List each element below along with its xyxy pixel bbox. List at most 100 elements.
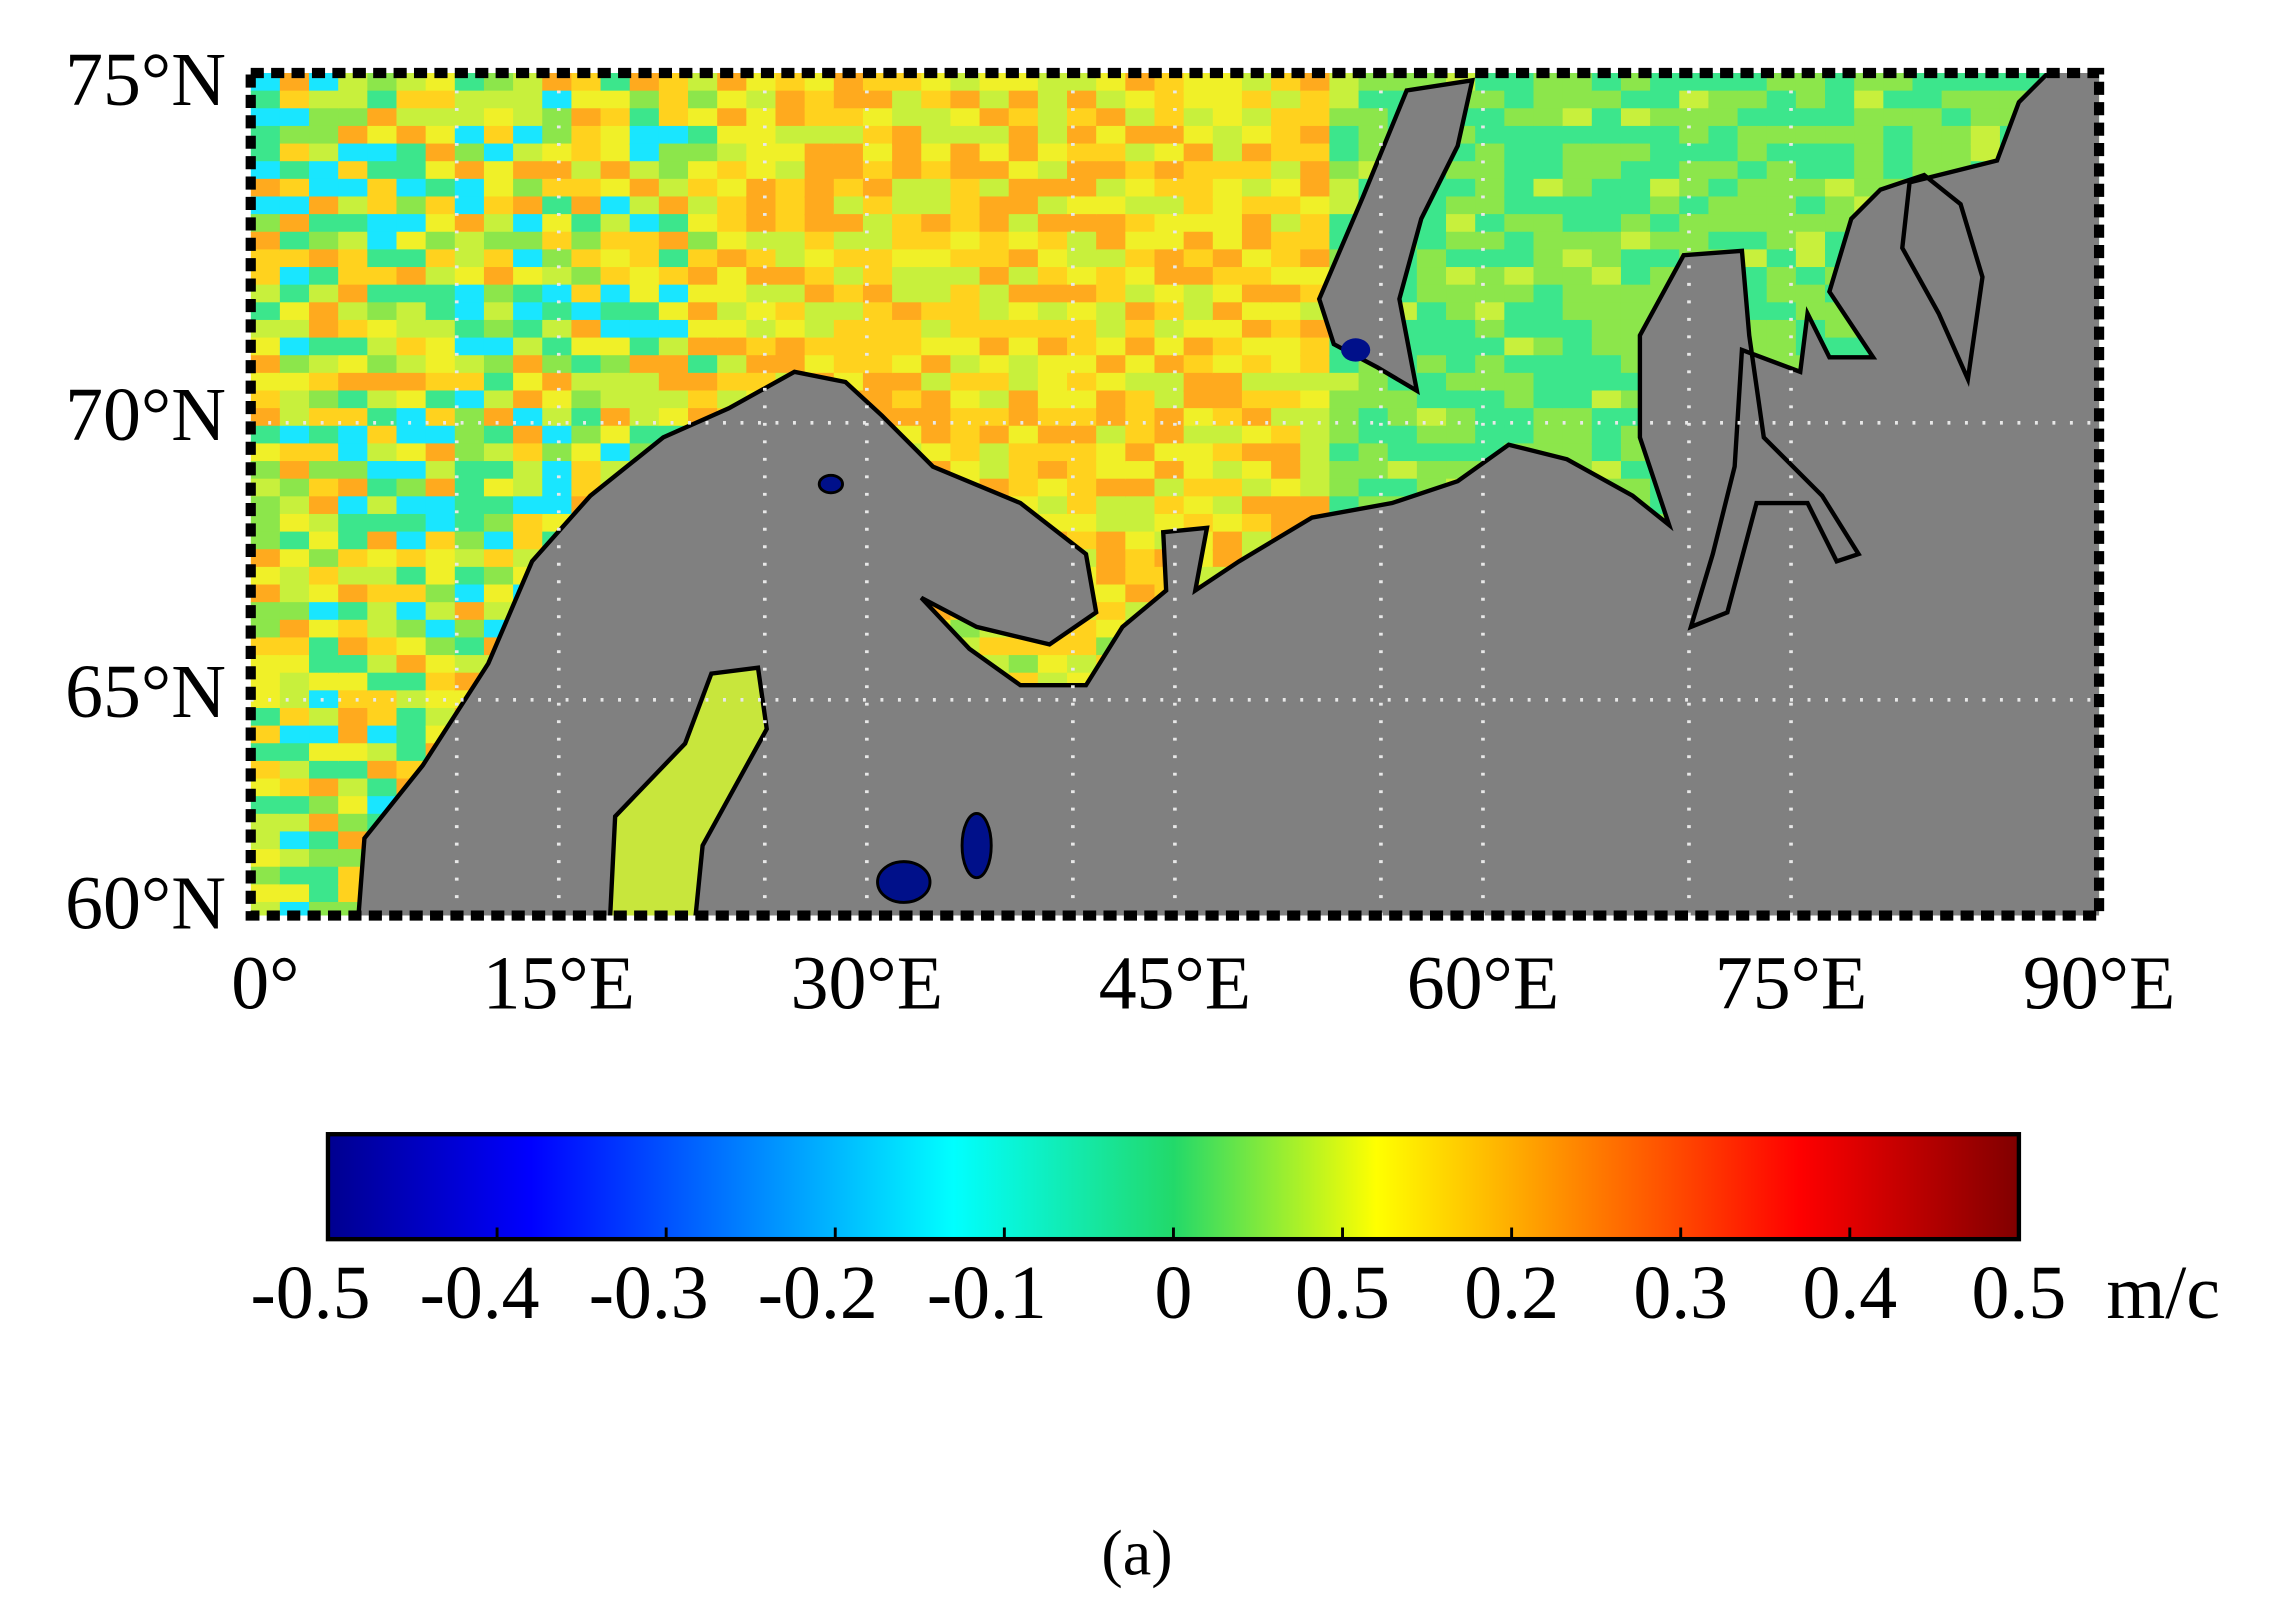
ocean-cell (1825, 143, 1856, 163)
ocean-cell (338, 319, 369, 339)
ocean-cell (1067, 143, 1098, 163)
ocean-cell (717, 355, 748, 375)
ocean-cell (746, 231, 777, 251)
ocean-cell (367, 231, 398, 251)
ocean-cell (1533, 143, 1565, 163)
ocean-cell (1475, 355, 1506, 375)
ocean-cell (746, 284, 777, 304)
ocean-cell (338, 284, 369, 304)
ocean-cell (775, 178, 807, 198)
ocean-cell (542, 214, 573, 234)
ocean-cell (600, 337, 632, 357)
ocean-cell (862, 337, 894, 357)
ocean-cell (1271, 178, 1302, 198)
ocean-cell (454, 231, 486, 251)
ocean-cell (483, 161, 515, 181)
ocean-cell (1271, 161, 1302, 181)
ocean-cell (979, 443, 1011, 463)
ocean-cell (1446, 267, 1477, 286)
ocean-cell (338, 584, 369, 604)
colorbar-label: -0.3 (589, 1251, 709, 1335)
ocean-cell (1241, 372, 1273, 392)
ocean-cell (688, 90, 719, 110)
ocean-cell (1620, 161, 1652, 181)
ocean-cell (979, 90, 1011, 110)
ocean-cell (1154, 284, 1186, 304)
ocean-cell (1154, 478, 1186, 498)
ocean-cell (979, 461, 1011, 480)
ocean-cell (250, 390, 282, 410)
ocean-cell (658, 337, 690, 357)
ocean-cell (1212, 443, 1244, 463)
ocean-cell (658, 355, 690, 375)
ocean-cell (746, 143, 777, 163)
ocean-cell (1300, 196, 1331, 216)
ocean-cell (454, 355, 486, 375)
ocean-cell (1008, 302, 1040, 322)
ocean-cell (1096, 390, 1127, 410)
ocean-cell (1475, 372, 1506, 392)
ocean-cell (309, 408, 340, 428)
ocean-cell (1620, 231, 1652, 251)
ocean-cell (1241, 214, 1273, 234)
ocean-cell (1825, 125, 1856, 145)
ocean-cell (979, 108, 1011, 128)
ocean-cell (1271, 443, 1302, 463)
ocean-cell (1067, 249, 1098, 269)
ocean-cell (571, 196, 603, 216)
ocean-cell (279, 743, 311, 763)
ocean-cell (513, 408, 544, 428)
ocean-cell (950, 196, 982, 216)
ocean-cell (513, 355, 544, 375)
ocean-cell (250, 443, 282, 463)
ocean-cell (1037, 408, 1069, 428)
ocean-cell (1300, 90, 1331, 110)
ocean-cell (1008, 319, 1040, 339)
ocean-cell (396, 707, 428, 727)
ocean-cell (1679, 214, 1710, 234)
ocean-cell (804, 125, 836, 145)
ocean-cell (571, 443, 603, 463)
ocean-cell (425, 584, 457, 604)
ocean-cell (1446, 408, 1477, 428)
ocean-cell (425, 302, 457, 322)
ocean-cell (862, 161, 894, 181)
ocean-cell (396, 355, 428, 375)
ocean-cell (688, 214, 719, 234)
ocean-cell (1416, 372, 1448, 392)
ocean-cell (571, 355, 603, 375)
ocean-cell (1854, 143, 1885, 163)
ocean-cell (1096, 143, 1127, 163)
ocean-cell (542, 337, 573, 357)
ocean-cell (367, 319, 398, 339)
ocean-cell (1737, 161, 1769, 181)
ocean-cell (1037, 249, 1069, 269)
ocean-cell (921, 143, 952, 163)
ocean-cell (775, 302, 807, 322)
ocean-cell (1970, 90, 2002, 110)
ocean-cell (688, 231, 719, 251)
ocean-cell (1154, 214, 1186, 234)
ocean-cell (1358, 461, 1390, 480)
ocean-cell (425, 408, 457, 428)
ocean-cell (279, 249, 311, 269)
ocean-cell (1533, 249, 1565, 269)
ocean-cell (1212, 178, 1244, 198)
ocean-cell (1854, 161, 1885, 181)
ocean-cell (1271, 249, 1302, 269)
ocean-cell (862, 267, 894, 286)
ocean-cell (1883, 161, 1914, 181)
ocean-cell (250, 319, 282, 339)
ocean-cell (396, 143, 428, 163)
ocean-cell (1241, 496, 1273, 516)
ocean-cell (717, 231, 748, 251)
ocean-cell (1941, 108, 1973, 128)
ocean-cell (950, 390, 982, 410)
ocean-cell (1125, 231, 1156, 251)
ocean-cell (571, 231, 603, 251)
ocean-cell (1475, 231, 1506, 251)
ocean-cell (1620, 302, 1652, 322)
colorbar-label: 0.5 (1295, 1251, 1390, 1335)
ocean-cell (950, 267, 982, 286)
ocean-cell (1591, 284, 1623, 304)
